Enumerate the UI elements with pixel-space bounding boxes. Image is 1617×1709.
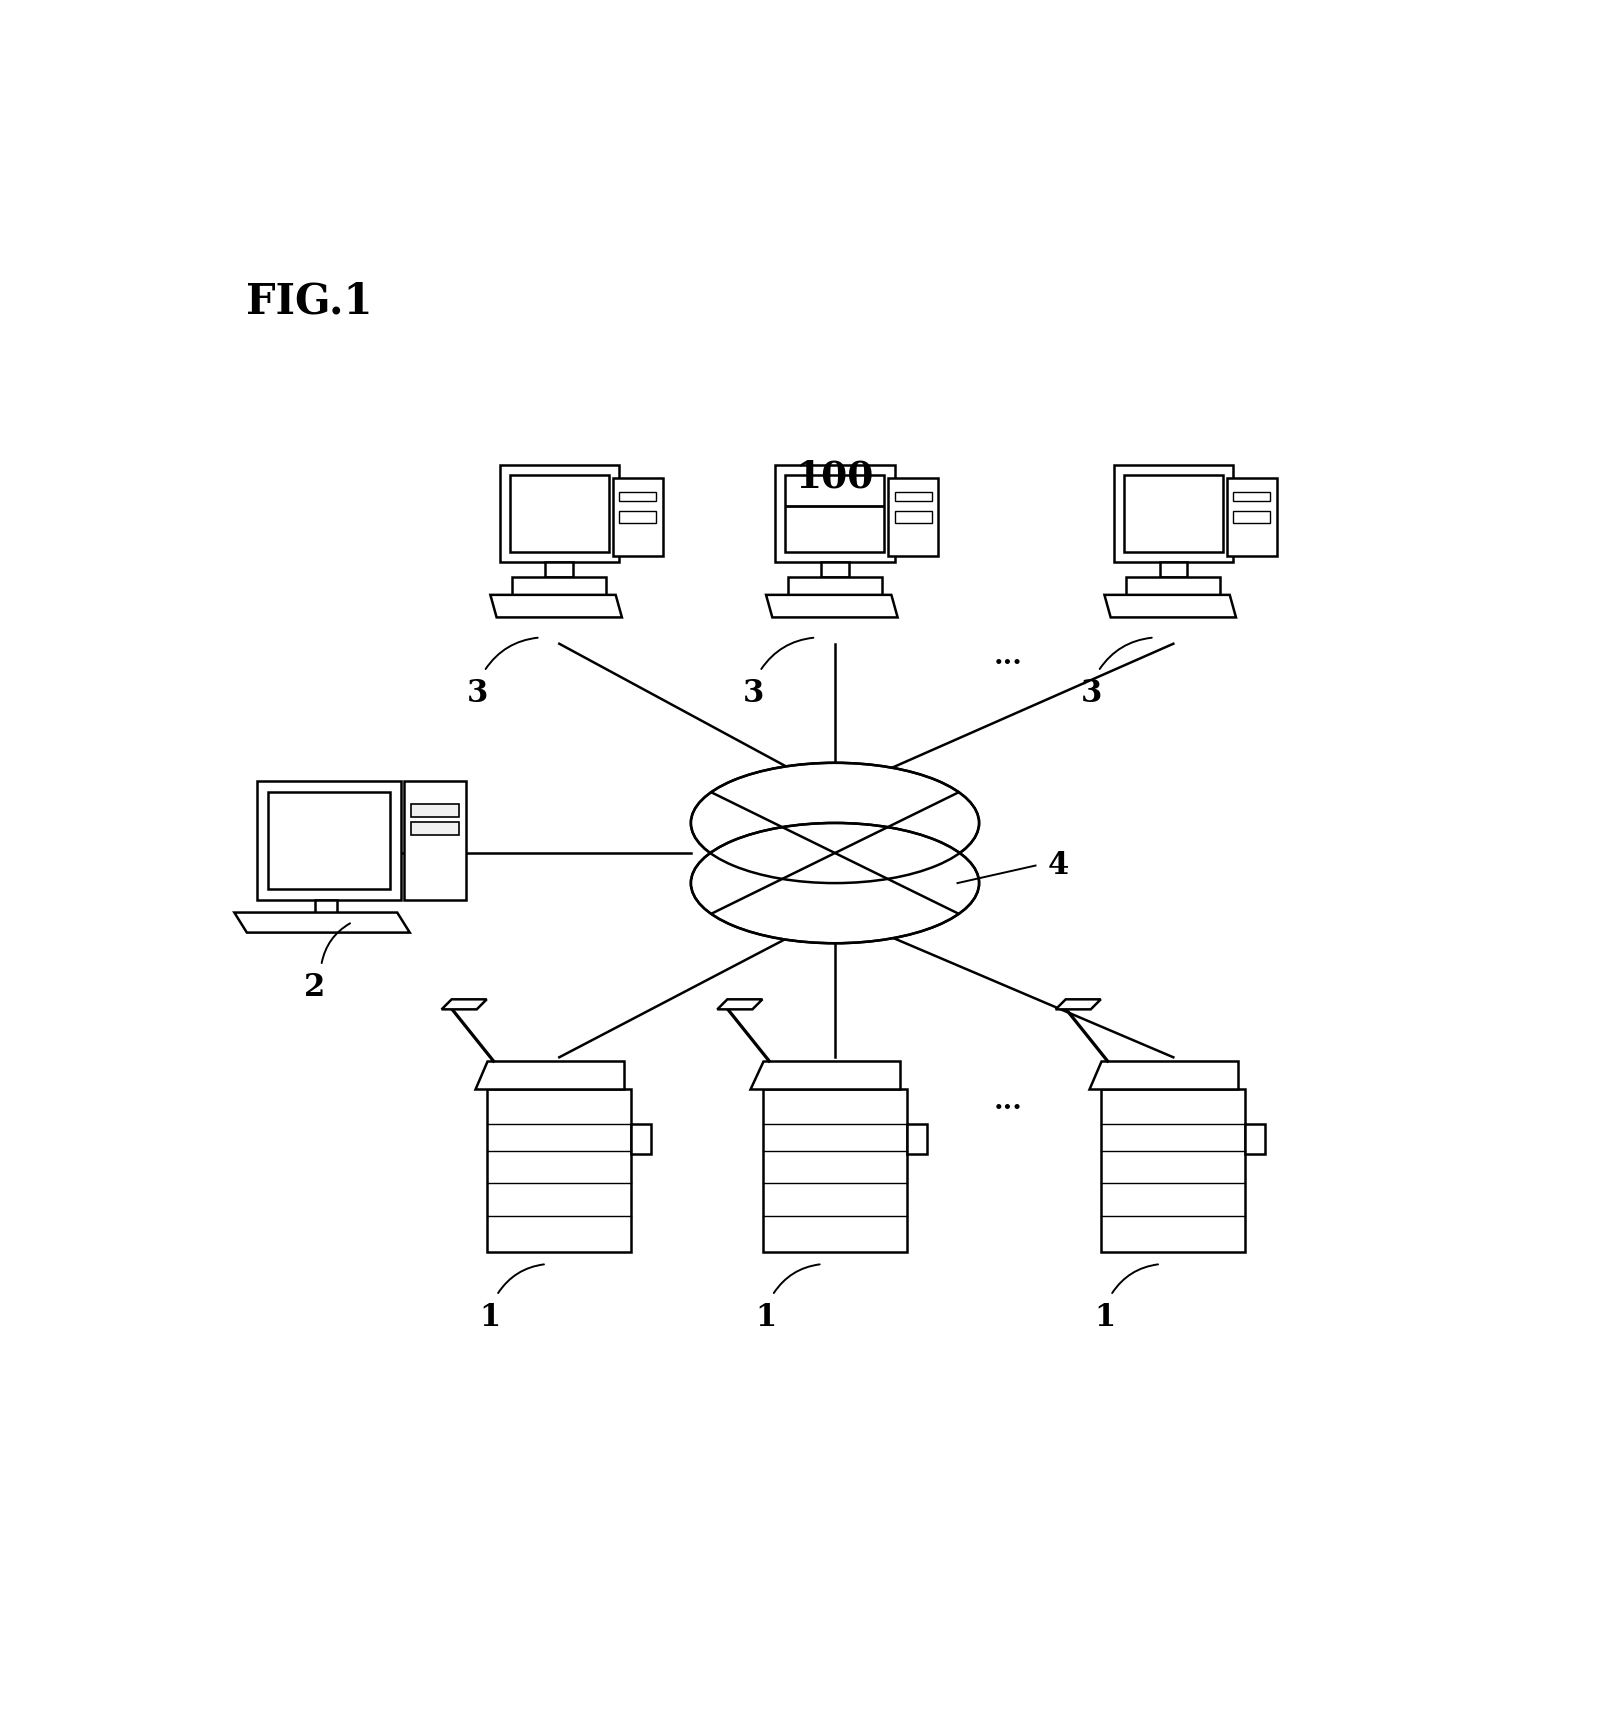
Polygon shape	[1056, 1000, 1101, 1010]
Text: 1: 1	[1093, 1302, 1116, 1333]
Polygon shape	[718, 1000, 763, 1010]
FancyBboxPatch shape	[888, 479, 938, 555]
FancyBboxPatch shape	[786, 475, 884, 552]
Text: 3: 3	[467, 677, 488, 709]
Text: 3: 3	[742, 677, 765, 709]
FancyBboxPatch shape	[487, 1089, 631, 1251]
FancyBboxPatch shape	[619, 492, 657, 501]
Text: 1: 1	[755, 1302, 776, 1333]
FancyBboxPatch shape	[411, 805, 459, 817]
FancyBboxPatch shape	[1159, 562, 1187, 578]
FancyBboxPatch shape	[509, 475, 608, 552]
FancyBboxPatch shape	[1232, 492, 1271, 501]
Text: FIG.1: FIG.1	[246, 280, 372, 323]
FancyBboxPatch shape	[1124, 475, 1222, 552]
FancyBboxPatch shape	[1232, 511, 1271, 523]
Polygon shape	[1104, 595, 1235, 617]
FancyBboxPatch shape	[821, 562, 849, 578]
FancyBboxPatch shape	[268, 793, 390, 889]
FancyBboxPatch shape	[500, 465, 619, 562]
FancyBboxPatch shape	[1127, 578, 1221, 595]
Polygon shape	[1088, 1061, 1239, 1089]
FancyBboxPatch shape	[776, 465, 894, 562]
FancyBboxPatch shape	[315, 901, 336, 913]
FancyBboxPatch shape	[613, 479, 663, 555]
Text: 2: 2	[304, 972, 325, 1003]
Text: 1: 1	[480, 1302, 501, 1333]
Text: 3: 3	[1082, 677, 1103, 709]
FancyBboxPatch shape	[907, 1125, 927, 1154]
Text: ...: ...	[993, 643, 1022, 670]
FancyBboxPatch shape	[763, 1089, 907, 1251]
FancyBboxPatch shape	[631, 1125, 652, 1154]
FancyBboxPatch shape	[1114, 465, 1232, 562]
Polygon shape	[750, 1061, 899, 1089]
FancyBboxPatch shape	[894, 492, 931, 501]
FancyBboxPatch shape	[513, 578, 606, 595]
FancyBboxPatch shape	[545, 562, 572, 578]
Polygon shape	[441, 1000, 487, 1010]
FancyBboxPatch shape	[404, 781, 466, 901]
FancyBboxPatch shape	[1245, 1125, 1266, 1154]
Ellipse shape	[690, 824, 980, 943]
FancyBboxPatch shape	[619, 511, 657, 523]
Polygon shape	[490, 595, 623, 617]
FancyBboxPatch shape	[894, 511, 931, 523]
FancyBboxPatch shape	[1101, 1089, 1245, 1251]
Text: ...: ...	[993, 1087, 1022, 1114]
Polygon shape	[766, 595, 897, 617]
FancyBboxPatch shape	[1227, 479, 1277, 555]
Polygon shape	[234, 913, 409, 933]
FancyBboxPatch shape	[787, 578, 881, 595]
FancyBboxPatch shape	[257, 781, 401, 901]
FancyBboxPatch shape	[411, 822, 459, 834]
Polygon shape	[475, 1061, 624, 1089]
Text: 100: 100	[796, 458, 875, 496]
Text: 4: 4	[1048, 849, 1069, 882]
Ellipse shape	[690, 762, 980, 884]
